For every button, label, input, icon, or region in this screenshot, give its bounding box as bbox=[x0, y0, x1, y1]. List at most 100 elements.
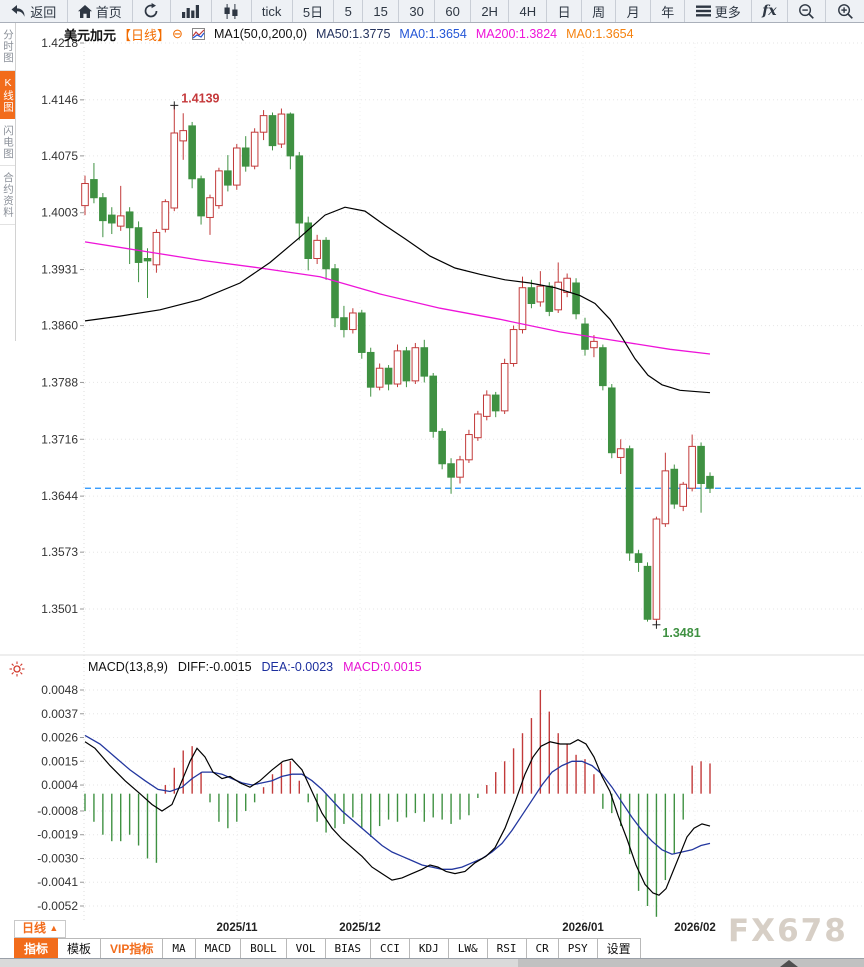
toolbar-item-day[interactable]: 日 bbox=[547, 0, 582, 22]
tab-template[interactable]: 模板 bbox=[58, 938, 102, 958]
price-tick-label: 1.3788 bbox=[41, 375, 78, 389]
toolbar-item-label: 5日 bbox=[302, 4, 324, 20]
tab-kdj[interactable]: KDJ bbox=[409, 938, 449, 958]
toolbar-item-bar-chart[interactable] bbox=[171, 0, 213, 22]
candle-body bbox=[268, 115, 277, 147]
top-toolbar: 返回 首页 tick 5日 5 15 30 60 2H 4H 日 周 月 年 更多 fx bbox=[0, 0, 864, 23]
sidebar-item-time-chart[interactable]: 分时图 bbox=[0, 23, 15, 71]
x-axis-row: FX678 日线 ▲ 2025/11 2025/12 2026/01 2026/02 bbox=[0, 913, 864, 949]
toolbar-item-4h[interactable]: 4H bbox=[509, 0, 548, 22]
tab-settings[interactable]: 设置 bbox=[597, 938, 641, 958]
macd-tick-label: -0.0030 bbox=[37, 851, 78, 865]
price-tick-label: 1.3501 bbox=[41, 602, 78, 616]
candle-body bbox=[509, 329, 518, 364]
macd-tick-label: -0.0052 bbox=[37, 899, 78, 913]
tab-cr[interactable]: CR bbox=[526, 938, 559, 958]
toolbar-item-fx[interactable]: fx bbox=[752, 0, 788, 22]
candle-body bbox=[340, 317, 348, 331]
tab-boll[interactable]: BOLL bbox=[241, 938, 287, 958]
toolbar-item-5[interactable]: 5 bbox=[334, 0, 364, 22]
tab-lw[interactable]: LW& bbox=[448, 938, 488, 958]
sidebar-item-kline-chart[interactable]: K线图 bbox=[0, 70, 15, 119]
tab-bias[interactable]: BIAS bbox=[325, 938, 371, 958]
candle-body bbox=[313, 239, 321, 260]
indicator-tab-bar: 指标 模板 VIP指标 MA MACD BOLL VOL BIAS CCI KDJ LW& RSI CR… bbox=[0, 938, 864, 959]
candle-body bbox=[590, 340, 598, 349]
high-price-label: 1.4139 bbox=[181, 91, 219, 105]
price-macd-chart[interactable]: 1.4218 1.4146 1.4075 1.4003 1.3931 1.3860 1.37… bbox=[0, 23, 864, 921]
candle-body bbox=[599, 347, 607, 387]
toolbar-item-2h[interactable]: 2H bbox=[471, 0, 510, 22]
x-axis-label: 2025/11 bbox=[216, 922, 258, 934]
candles-group[interactable] bbox=[81, 105, 714, 625]
toolbar-item-zoom-out[interactable] bbox=[788, 0, 827, 22]
candle-body bbox=[607, 387, 616, 454]
chart-workspace: 分时图 K线图 闪电图 合约资料 1.4218 1.4146 1.4075 1.4003 1.… bbox=[0, 23, 864, 967]
candle-body bbox=[179, 130, 188, 142]
candle-body bbox=[393, 350, 402, 385]
tab-macd[interactable]: MACD bbox=[195, 938, 242, 958]
tab-indicator[interactable]: 指标 bbox=[14, 938, 59, 958]
candle-body bbox=[90, 179, 98, 199]
toolbar-item-zoom-in[interactable] bbox=[826, 0, 864, 22]
macd-formula: MACD(13,8,9) bbox=[88, 660, 168, 674]
scrollbar-up-arrow-icon[interactable] bbox=[780, 960, 798, 967]
macd-tick-label: -0.0019 bbox=[37, 828, 78, 842]
toolbar-item-refresh[interactable] bbox=[133, 0, 171, 22]
toolbar-item-more[interactable]: 更多 bbox=[685, 0, 753, 22]
toolbar-item-back[interactable]: 返回 bbox=[0, 0, 68, 22]
zoom-out-icon bbox=[798, 3, 815, 20]
toolbar-item-year[interactable]: 年 bbox=[651, 0, 686, 22]
toolbar-item-label: 更多 bbox=[714, 4, 741, 20]
toolbar-item-label: 2H bbox=[481, 3, 498, 19]
bar-chart-icon bbox=[181, 4, 201, 18]
candle-body bbox=[295, 155, 304, 224]
tab-cci[interactable]: CCI bbox=[371, 938, 410, 958]
toolbar-item-candlestick[interactable] bbox=[212, 0, 252, 22]
toolbar-item-tick[interactable]: tick bbox=[252, 0, 293, 22]
toolbar-item-60[interactable]: 60 bbox=[435, 0, 472, 22]
ma50-line bbox=[84, 206, 711, 394]
candle-body bbox=[349, 312, 357, 331]
toolbar-item-home[interactable]: 首页 bbox=[68, 0, 134, 22]
candlestick-icon bbox=[222, 3, 240, 19]
candle-body bbox=[125, 211, 134, 229]
candle-body bbox=[322, 239, 330, 270]
scrollbar-thumb[interactable] bbox=[518, 959, 864, 967]
candle-body bbox=[411, 347, 420, 382]
candle-body bbox=[81, 183, 89, 207]
candle-body bbox=[250, 131, 259, 167]
horizontal-scrollbar[interactable] bbox=[0, 959, 864, 967]
toolbar-item-30[interactable]: 30 bbox=[399, 0, 436, 22]
candle-body bbox=[331, 268, 339, 319]
candle-body bbox=[545, 285, 554, 312]
tab-vip-indicator[interactable]: VIP指标 bbox=[101, 938, 164, 958]
toolbar-item-week[interactable]: 周 bbox=[582, 0, 617, 22]
back-arrow-icon bbox=[10, 4, 26, 18]
indicator-sun-icon[interactable] bbox=[9, 661, 25, 677]
toolbar-item-15[interactable]: 15 bbox=[363, 0, 400, 22]
candle-body bbox=[482, 394, 491, 417]
tab-ma[interactable]: MA bbox=[163, 938, 196, 958]
toolbar-item-5d[interactable]: 5日 bbox=[293, 0, 335, 22]
tab-psy[interactable]: PSY bbox=[558, 938, 598, 958]
candle-body bbox=[527, 287, 536, 305]
candle-body bbox=[375, 367, 384, 388]
tab-vol[interactable]: VOL bbox=[286, 938, 326, 958]
candle-body bbox=[616, 448, 625, 458]
period-selector[interactable]: 日线 ▲ bbox=[14, 920, 67, 938]
candle-body bbox=[188, 125, 196, 180]
chart-type-sidebar: 分时图 K线图 闪电图 合约资料 bbox=[0, 23, 16, 341]
toolbar-item-label: 15 bbox=[373, 3, 388, 19]
sidebar-item-contract-info[interactable]: 合约资料 bbox=[0, 166, 15, 225]
symbol-name: 美元加元 bbox=[64, 27, 117, 43]
candle-body bbox=[99, 197, 107, 222]
sidebar-item-lightning-chart[interactable]: 闪电图 bbox=[0, 119, 15, 166]
toolbar-item-month[interactable]: 月 bbox=[616, 0, 651, 22]
collapse-icon[interactable]: ⊖ bbox=[172, 26, 183, 41]
x-axis-label: 2026/02 bbox=[674, 922, 716, 934]
candle-body bbox=[500, 362, 509, 412]
tab-rsi[interactable]: RSI bbox=[487, 938, 527, 958]
candle-body bbox=[420, 347, 429, 377]
